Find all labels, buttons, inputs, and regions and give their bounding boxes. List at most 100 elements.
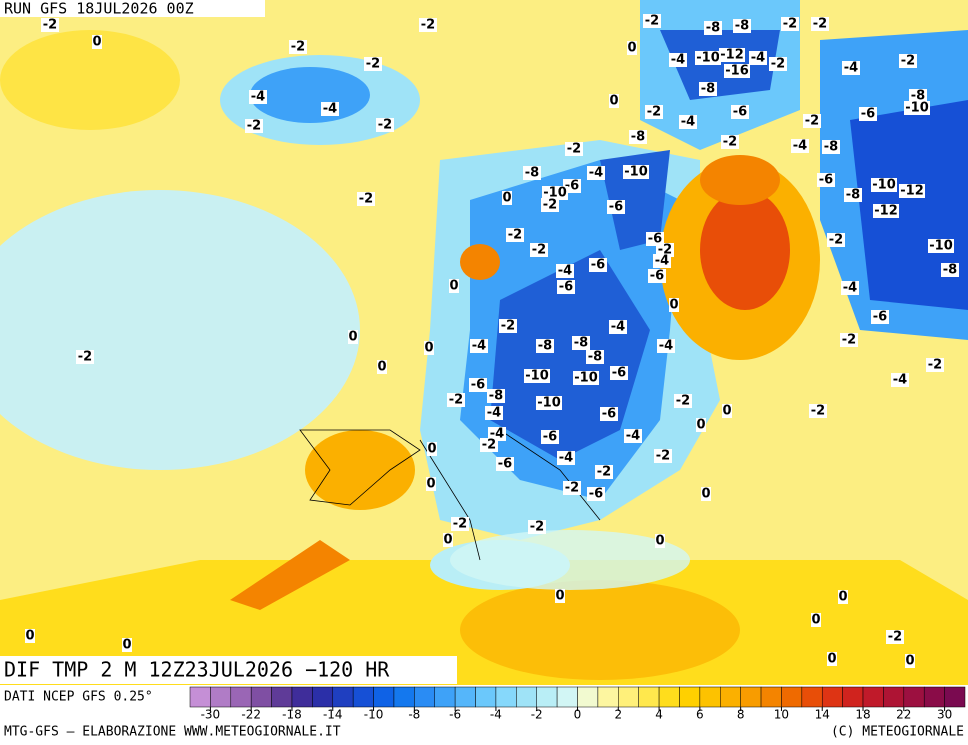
- contour-label-bg: [556, 264, 574, 278]
- contour-label: 0: [811, 613, 820, 628]
- contour-label: -4: [844, 61, 858, 76]
- contour-label-bg: [443, 533, 453, 547]
- colorbar-box: [189, 686, 211, 708]
- contour-label: -2: [453, 517, 467, 532]
- contour-label-bg: [827, 233, 845, 247]
- colorbar-box: [332, 686, 354, 708]
- colorbar-box: [944, 686, 966, 708]
- contour-label: -2: [645, 14, 659, 29]
- contour-label: -4: [490, 427, 504, 442]
- contour-label-bg: [817, 173, 835, 187]
- contour-label-bg: [701, 487, 711, 501]
- contour-label-bg: [704, 21, 722, 35]
- colorbar-label: 18: [855, 708, 870, 722]
- contour-label: -4: [671, 53, 685, 68]
- contour-label: -2: [842, 333, 856, 348]
- contour-label: -8: [911, 89, 925, 104]
- colorbar-box: [842, 686, 864, 708]
- contour-label: -4: [681, 115, 695, 130]
- contour-label-bg: [827, 652, 837, 666]
- contour-label-bg: [419, 18, 437, 32]
- contour-label: 0: [627, 41, 636, 56]
- contour-label-bg: [809, 404, 827, 418]
- contour-label-bg: [557, 451, 575, 465]
- contour-label-bg: [609, 94, 619, 108]
- colorbar-box: [638, 686, 660, 708]
- contour-label-bg: [321, 102, 339, 116]
- contour-label-bg: [623, 165, 649, 179]
- contour-label-bg: [609, 320, 627, 334]
- colorbar-box: [883, 686, 905, 708]
- contour-label: -6: [861, 107, 875, 122]
- contour-label: 0: [449, 279, 458, 294]
- contour-label-bg: [528, 520, 546, 534]
- contour-label-bg: [679, 115, 697, 129]
- contour-label: -2: [291, 40, 305, 55]
- colorbar-label: 22: [896, 708, 911, 722]
- contour-label: -10: [543, 186, 567, 201]
- contour-label-bg: [731, 105, 749, 119]
- contour-label: -2: [597, 465, 611, 480]
- contour-label-bg: [92, 35, 102, 49]
- contour-label: -2: [421, 18, 435, 33]
- contour-label-bg: [485, 406, 503, 420]
- contour-label-bg: [245, 119, 263, 133]
- contour-label-bg: [654, 449, 672, 463]
- contour-label: -2: [783, 17, 797, 32]
- contour-label-bg: [480, 438, 498, 452]
- contour-label-bg: [859, 107, 877, 121]
- contour-label: -10: [929, 239, 953, 254]
- contour-label-bg: [563, 481, 581, 495]
- colorbar-label: 2: [614, 708, 622, 722]
- contour-label-bg: [926, 358, 944, 372]
- colorbar-box: [801, 686, 823, 708]
- contour-label: -4: [558, 264, 572, 279]
- contour-label: -6: [650, 269, 664, 284]
- contour-label: -6: [565, 179, 579, 194]
- contour-label-bg: [427, 442, 437, 456]
- contour-label-bg: [655, 534, 665, 548]
- contour-label-bg: [470, 339, 488, 353]
- contour-label: -2: [813, 17, 827, 32]
- contour-label-bg: [364, 57, 382, 71]
- colorbar-box: [923, 686, 945, 708]
- contour-label-bg: [469, 378, 487, 392]
- contour-label: -4: [611, 320, 625, 335]
- contour-label-bg: [624, 429, 642, 443]
- contour-label-bg: [587, 166, 605, 180]
- contour-label-bg: [424, 341, 434, 355]
- contour-label: 0: [502, 191, 511, 206]
- contour-label: -2: [656, 449, 670, 464]
- contour-label-bg: [781, 17, 799, 31]
- contour-label-bg: [643, 14, 661, 28]
- colorbar-box: [760, 686, 782, 708]
- contour-label: -2: [508, 228, 522, 243]
- contour-label: -8: [706, 21, 720, 36]
- contour-label: 0: [424, 341, 433, 356]
- contour-label-bg: [769, 57, 787, 71]
- contour-label: -4: [751, 51, 765, 66]
- contour-label: -16: [725, 64, 749, 79]
- contour-label: -6: [602, 407, 616, 422]
- contour-label: -10: [696, 51, 720, 66]
- contour-label-bg: [842, 61, 860, 75]
- contour-label: -2: [532, 243, 546, 258]
- contour-label: -2: [565, 481, 579, 496]
- contour-label-bg: [449, 279, 459, 293]
- contour-label-bg: [629, 130, 647, 144]
- contour-label: -6: [609, 200, 623, 215]
- colorbar-label: 30: [937, 708, 952, 722]
- colorbar-box: [679, 686, 701, 708]
- contour-label: 0: [669, 298, 678, 313]
- contour-label-bg: [871, 178, 897, 192]
- contour-label: -12: [720, 48, 744, 63]
- contour-label-bg: [426, 477, 436, 491]
- contour-label: 0: [122, 638, 131, 653]
- colorbar-box: [536, 686, 558, 708]
- contour-label-bg: [541, 430, 559, 444]
- colorbar-box: [556, 686, 578, 708]
- contour-label: -6: [543, 430, 557, 445]
- contour-label-bg: [25, 629, 35, 643]
- contour-label: -6: [819, 173, 833, 188]
